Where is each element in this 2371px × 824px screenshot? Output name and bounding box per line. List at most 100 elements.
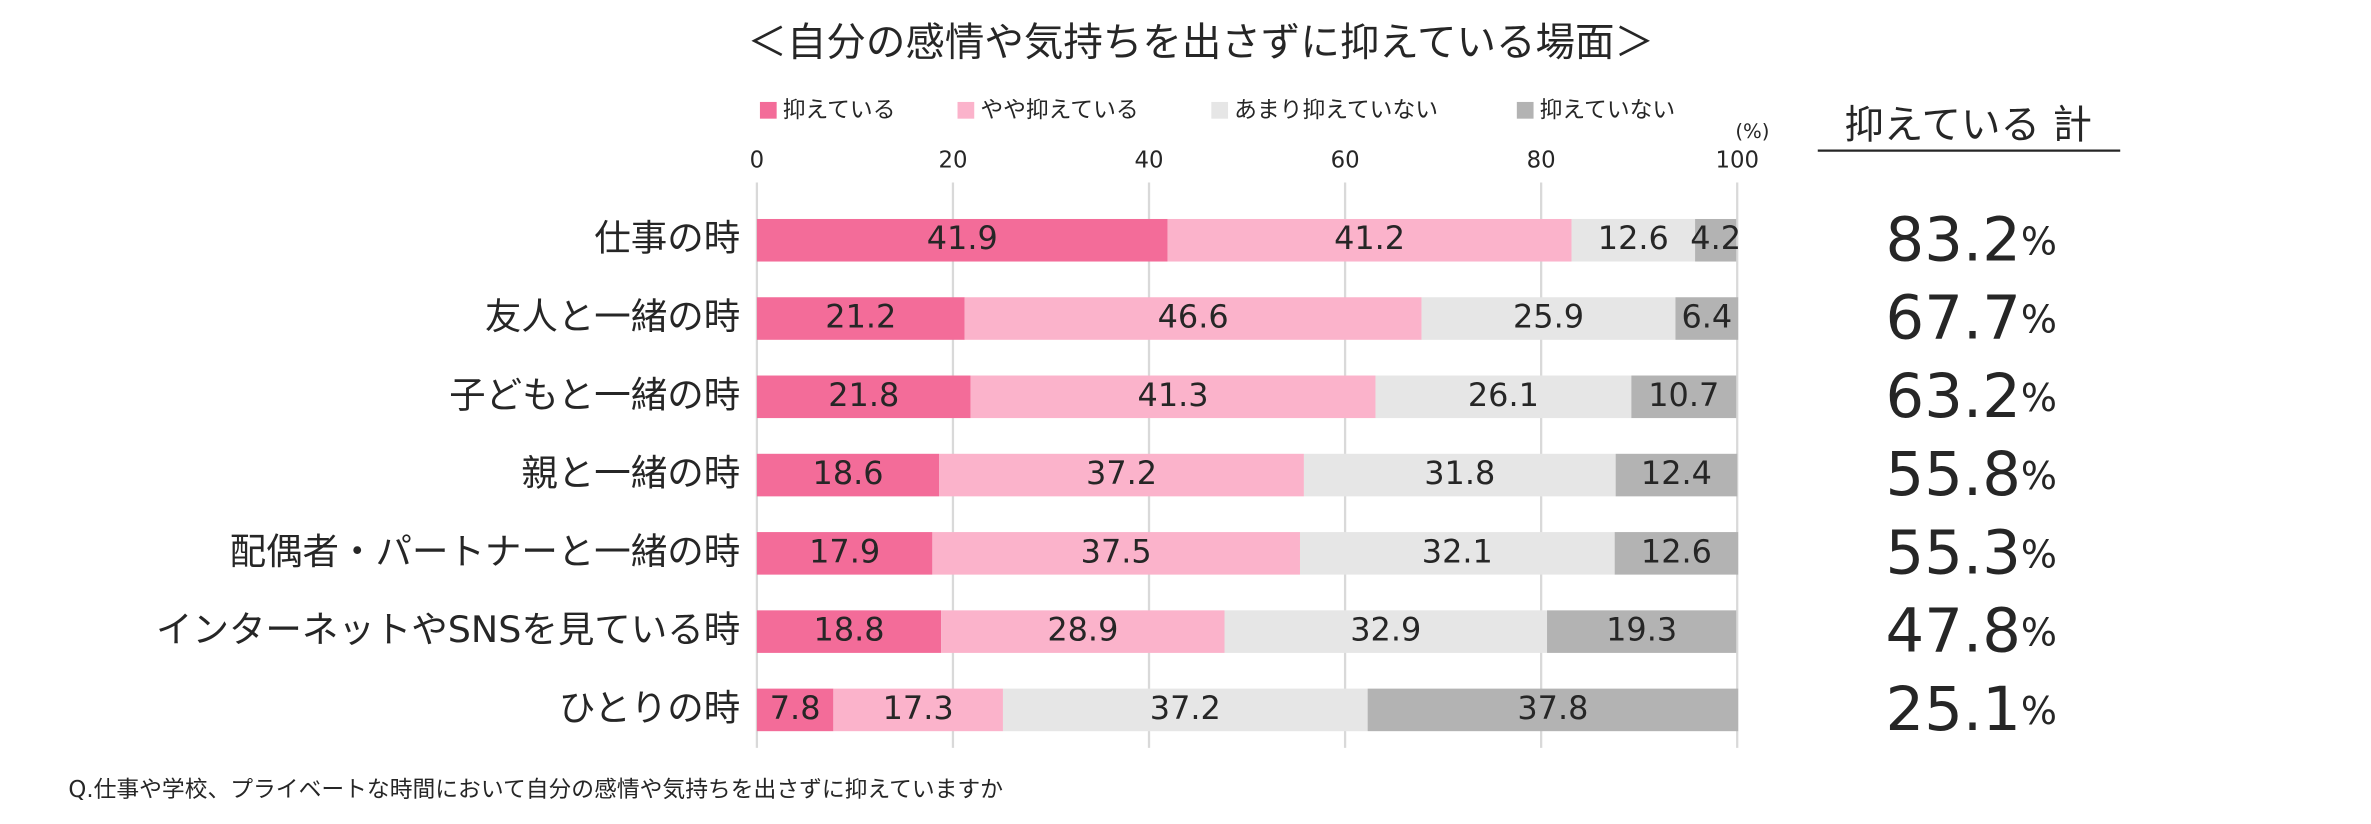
- x-tick-label: 40: [1135, 148, 1164, 174]
- data-label: 41.3: [1138, 376, 1209, 414]
- x-tick-label: 0: [750, 148, 765, 174]
- data-label: 28.9: [1047, 611, 1118, 649]
- total-number: 55.8: [1886, 440, 2021, 510]
- data-label: 25.9: [1513, 298, 1584, 336]
- category-label: 配偶者・パートナーと一緒の時: [230, 530, 741, 573]
- bar-segment: [1547, 610, 1737, 653]
- total-value: 47.8%: [1886, 596, 2057, 666]
- bar-segment: [756, 610, 942, 653]
- footnote: Q.仕事や学校、プライベートな時間において自分の感情や気持ちを出さずに抑えていま…: [68, 777, 1003, 803]
- data-label: 12.6: [1641, 532, 1712, 570]
- bar-segment: [756, 532, 933, 575]
- data-label: 21.8: [828, 376, 899, 414]
- bar-segment: [1299, 532, 1615, 575]
- data-label: 37.2: [1086, 454, 1157, 492]
- bar-segment: [756, 453, 940, 497]
- bar-segment: [1631, 375, 1737, 419]
- bar-segment: [756, 297, 965, 340]
- category-label: ひとりの時: [559, 686, 740, 729]
- data-label: 26.1: [1468, 376, 1539, 414]
- total-value: 55.3%: [1886, 518, 2057, 588]
- total-number: 63.2: [1886, 361, 2021, 431]
- total-value: 25.1%: [1886, 675, 2057, 745]
- data-label: 7.8: [770, 689, 821, 727]
- bar-segment: [1167, 218, 1572, 262]
- category-label: 子どもと一緒の時: [449, 373, 740, 416]
- total-number: 83.2: [1886, 205, 2021, 275]
- bar-segment: [939, 453, 1304, 497]
- data-label: 19.3: [1606, 611, 1677, 649]
- total-unit: %: [2021, 610, 2057, 654]
- data-label: 17.9: [809, 532, 880, 570]
- legend-label: 抑えていない: [1540, 98, 1676, 124]
- legend-swatch: [759, 101, 777, 119]
- total-unit: %: [2021, 375, 2057, 419]
- total-value: 63.2%: [1886, 361, 2057, 431]
- category-label: インターネットやSNSを見ている時: [156, 608, 740, 651]
- data-label: 37.5: [1081, 532, 1152, 570]
- data-label: 32.9: [1350, 611, 1421, 649]
- total-value: 55.8%: [1886, 440, 2057, 510]
- bar-segment: [1367, 688, 1739, 732]
- legend-label: やや抑えている: [980, 98, 1138, 124]
- data-label: 4.2: [1690, 219, 1741, 257]
- data-label: 37.2: [1150, 689, 1221, 727]
- bar-segment: [756, 688, 834, 732]
- bar-segment: [1224, 610, 1548, 653]
- bar-segment: [1303, 453, 1616, 497]
- data-label: 17.3: [883, 689, 954, 727]
- bar-segment: [1614, 532, 1739, 575]
- bar-segment: [1675, 297, 1739, 340]
- bar-segment: [1695, 218, 1737, 262]
- bar-segment: [964, 297, 1422, 340]
- bar-segment: [756, 375, 971, 419]
- legend-label: あまり抑えていない: [1234, 98, 1438, 124]
- data-label: 32.1: [1422, 532, 1493, 570]
- total-number: 55.3: [1886, 518, 2021, 588]
- chart-title: ＜自分の感情や気持ちを出さずに抑えている場面＞: [747, 20, 1654, 66]
- data-label: 41.9: [927, 219, 998, 257]
- x-tick-label: 20: [938, 148, 967, 174]
- bar-segment: [1615, 453, 1738, 497]
- bar-segment: [970, 375, 1376, 419]
- category-label: 親と一緒の時: [521, 452, 740, 495]
- total-unit: %: [2021, 219, 2057, 263]
- total-number: 25.1: [1886, 675, 2021, 745]
- data-label: 10.7: [1648, 376, 1719, 414]
- total-number: 47.8: [1886, 596, 2021, 666]
- data-label: 46.6: [1158, 298, 1229, 336]
- bar-segment: [1571, 218, 1696, 262]
- legend-label: 抑えている: [783, 98, 896, 124]
- category-label: 仕事の時: [594, 217, 740, 260]
- bar-segment: [932, 532, 1300, 575]
- total-unit: %: [2021, 454, 2057, 498]
- data-label: 12.6: [1598, 219, 1669, 257]
- data-label: 12.4: [1641, 454, 1712, 492]
- data-label: 21.2: [825, 298, 896, 336]
- category-label: 友人と一緒の時: [485, 295, 740, 338]
- x-tick-label: 80: [1527, 148, 1556, 174]
- x-tick-label: 60: [1331, 148, 1360, 174]
- data-label: 6.4: [1681, 298, 1732, 336]
- total-value: 67.7%: [1886, 283, 2057, 353]
- data-label: 31.8: [1424, 454, 1495, 492]
- data-label: 18.8: [814, 611, 885, 649]
- legend-swatch: [1211, 101, 1229, 119]
- total-unit: %: [2021, 297, 2057, 341]
- data-label: 37.8: [1517, 689, 1588, 727]
- totals-title: 抑えている 計: [1844, 102, 2092, 148]
- total-number: 67.7: [1886, 283, 2021, 353]
- total-value: 83.2%: [1886, 205, 2057, 275]
- total-unit: %: [2021, 532, 2057, 576]
- bar-segment: [756, 218, 1168, 262]
- x-tick-label: 100: [1715, 148, 1758, 174]
- unit-label: (%): [1735, 120, 1769, 143]
- bar-segment: [1421, 297, 1676, 340]
- bar-segment: [1002, 688, 1368, 732]
- bar-segment: [941, 610, 1225, 653]
- bar-segment: [1375, 375, 1632, 419]
- bar-segment: [833, 688, 1003, 732]
- data-label: 18.6: [813, 454, 884, 492]
- legend-swatch: [957, 101, 975, 119]
